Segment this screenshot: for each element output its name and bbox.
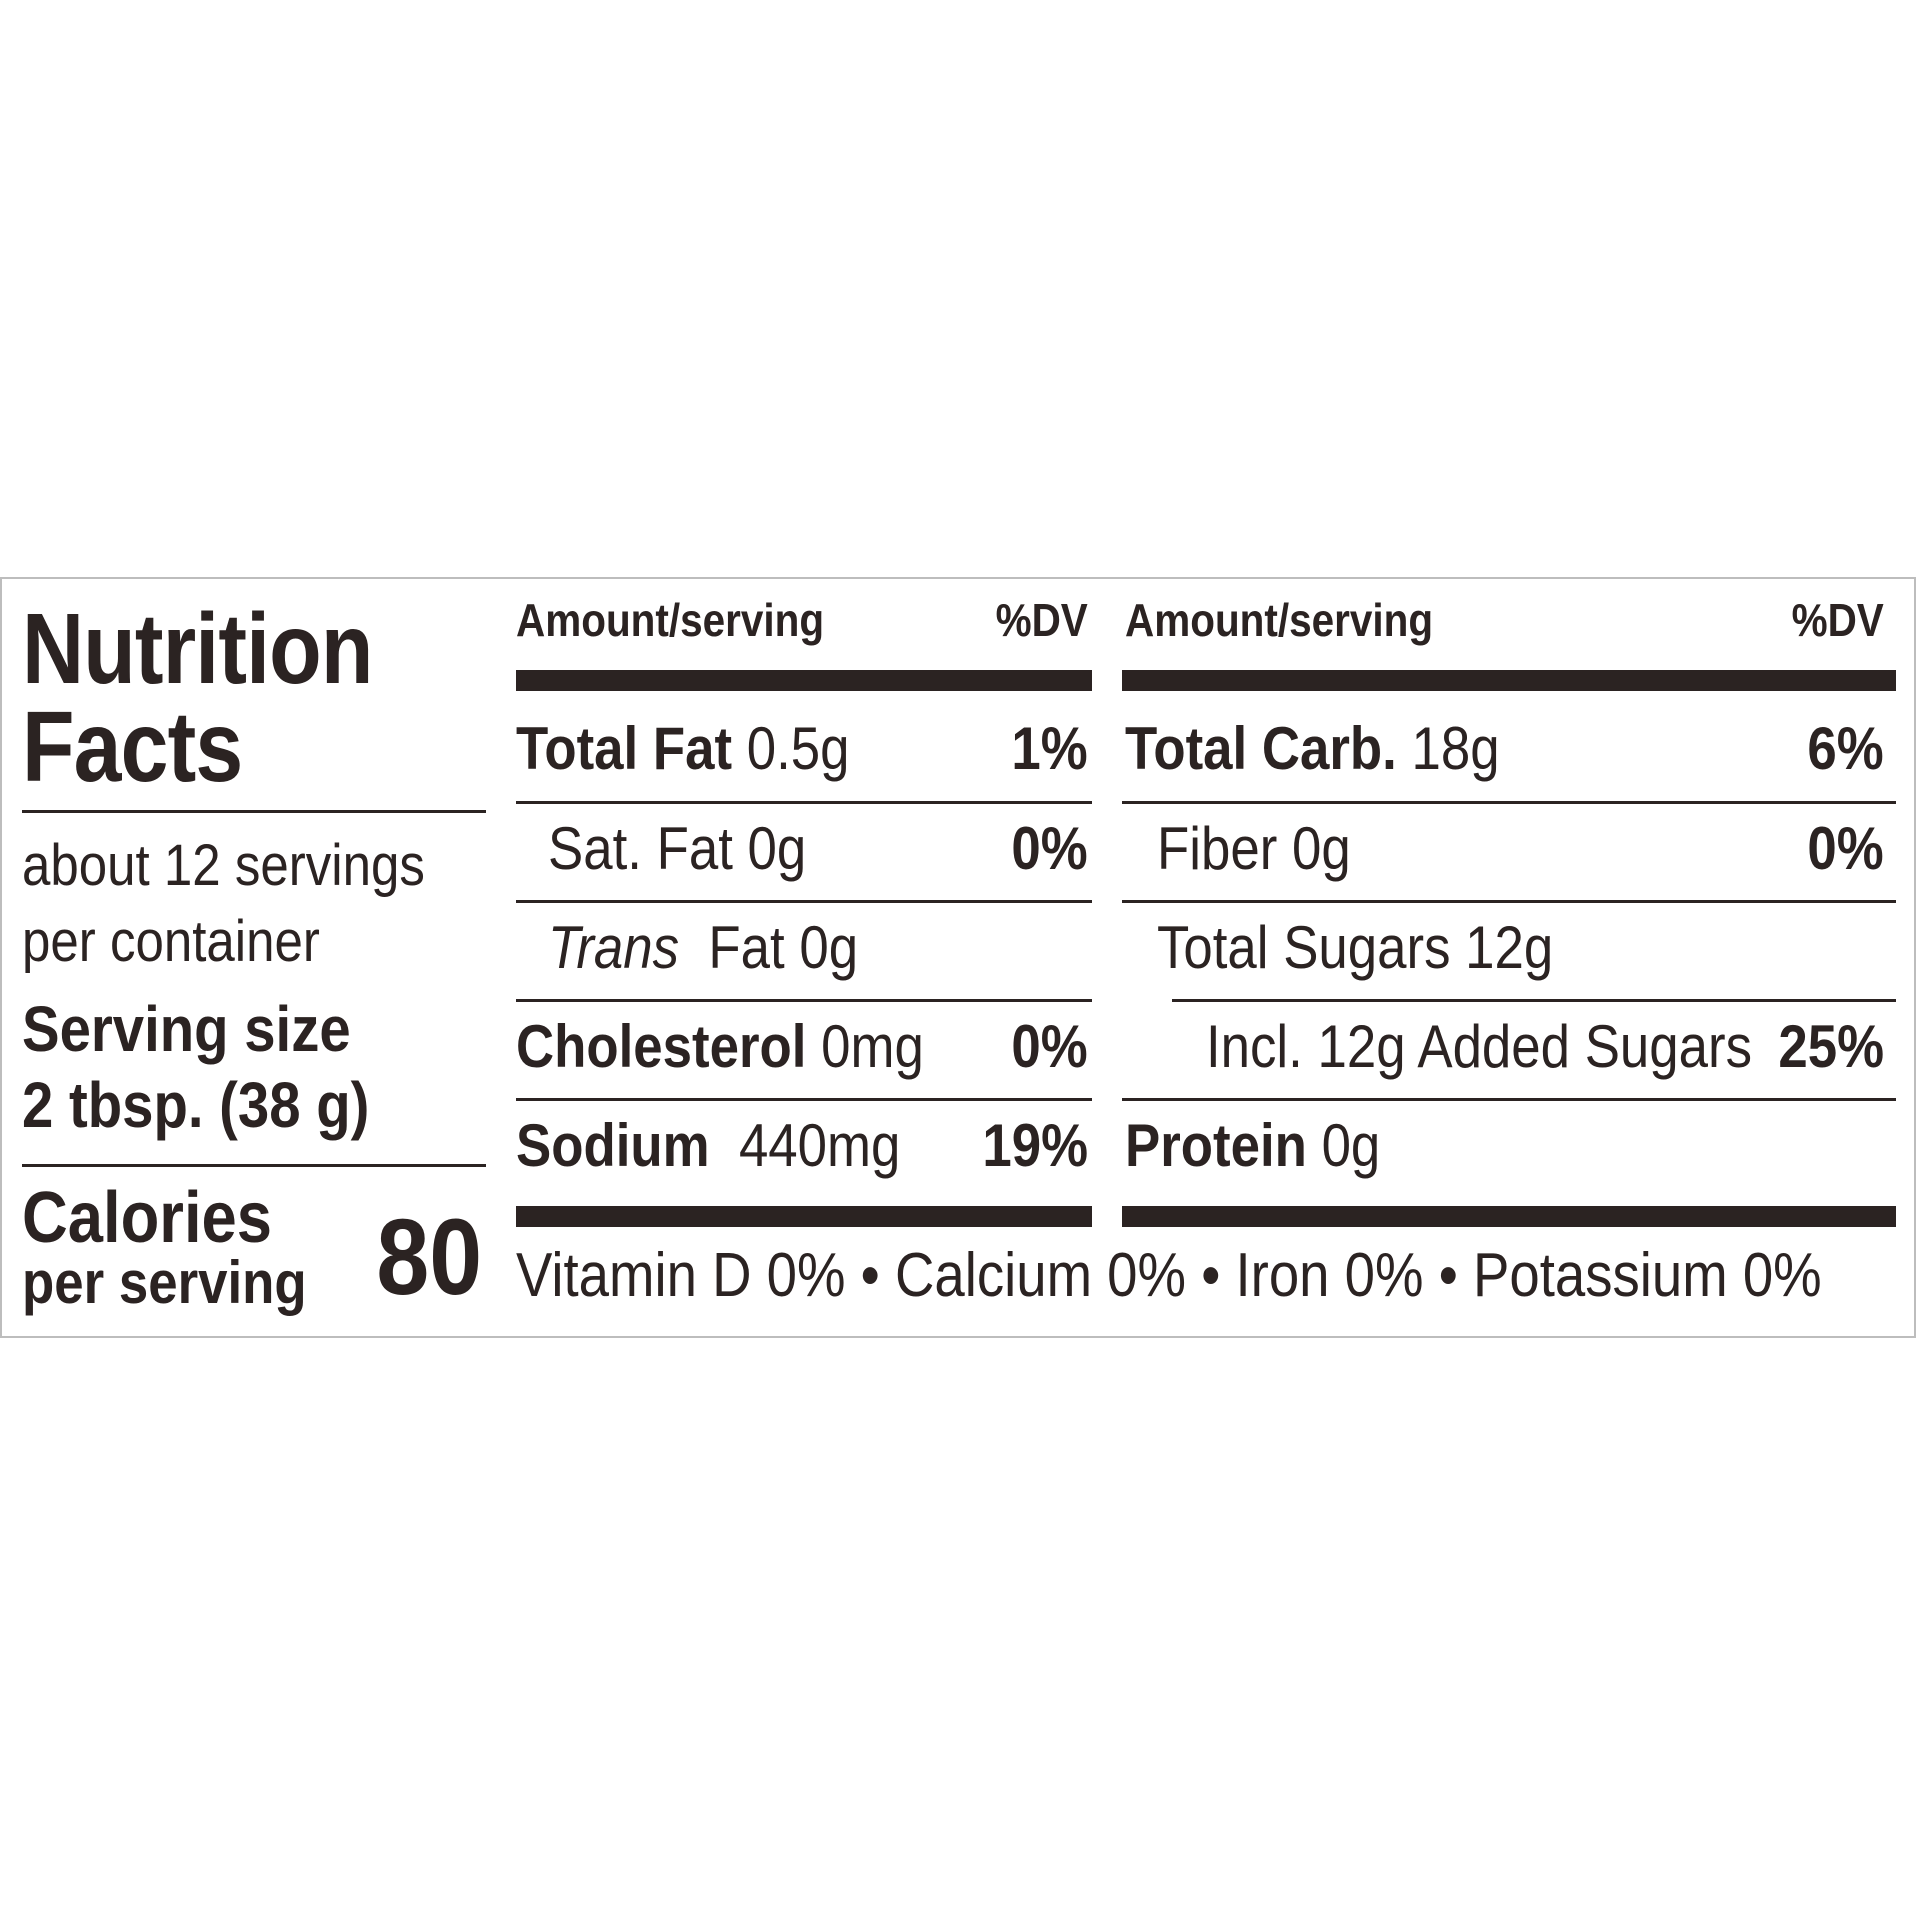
thick-bar-right-bottom xyxy=(1122,1206,1896,1227)
header-dv-right: %DV xyxy=(1791,594,1884,646)
divider-right-2 xyxy=(1122,900,1896,903)
header-amount-left: Amount/serving xyxy=(516,594,825,646)
thick-bar-left-bottom xyxy=(516,1206,1092,1227)
divider-left-4 xyxy=(516,1098,1092,1101)
serving-size-value: 2 tbsp. (38 g) xyxy=(22,1069,370,1141)
footer-separator: • xyxy=(1438,1241,1458,1310)
header-amount-right: Amount/serving xyxy=(1125,594,1434,646)
divider-right-1 xyxy=(1122,801,1896,804)
footer-vitamins: Vitamin D 0% • Calcium 0% • Iron 0% • Po… xyxy=(516,1245,1822,1307)
calories-value: 80 xyxy=(376,1196,482,1317)
footer-vitamin-d: Vitamin D 0% xyxy=(516,1241,846,1310)
nutrition-facts-panel: Nutrition Facts about 12 servings per co… xyxy=(0,577,1916,1338)
servings-line2: per container xyxy=(22,909,320,974)
footer-calcium: Calcium 0% xyxy=(894,1241,1187,1310)
thick-bar-left-top xyxy=(516,670,1092,691)
divider-right-4 xyxy=(1122,1098,1896,1101)
header-dv-left: %DV xyxy=(995,594,1088,646)
divider-left-2 xyxy=(516,900,1092,903)
servings-line1: about 12 servings xyxy=(22,833,425,898)
divider-left-1 xyxy=(516,801,1092,804)
calories-sub: per serving xyxy=(22,1249,307,1316)
calories-label: Calories xyxy=(22,1178,273,1258)
divider-serving xyxy=(22,1164,486,1167)
serving-size-label: Serving size xyxy=(22,993,351,1065)
divider-left-3 xyxy=(516,999,1092,1002)
footer-separator: • xyxy=(860,1241,880,1310)
title-nutrition: Nutrition xyxy=(22,593,373,705)
thick-bar-right-top xyxy=(1122,670,1896,691)
divider-title xyxy=(22,810,486,813)
divider-right-3 xyxy=(1172,999,1896,1002)
footer-potassium: Potassium 0% xyxy=(1472,1241,1822,1310)
footer-iron: Iron 0% xyxy=(1235,1241,1424,1310)
footer-separator: • xyxy=(1201,1241,1221,1310)
title-facts: Facts xyxy=(22,691,243,803)
